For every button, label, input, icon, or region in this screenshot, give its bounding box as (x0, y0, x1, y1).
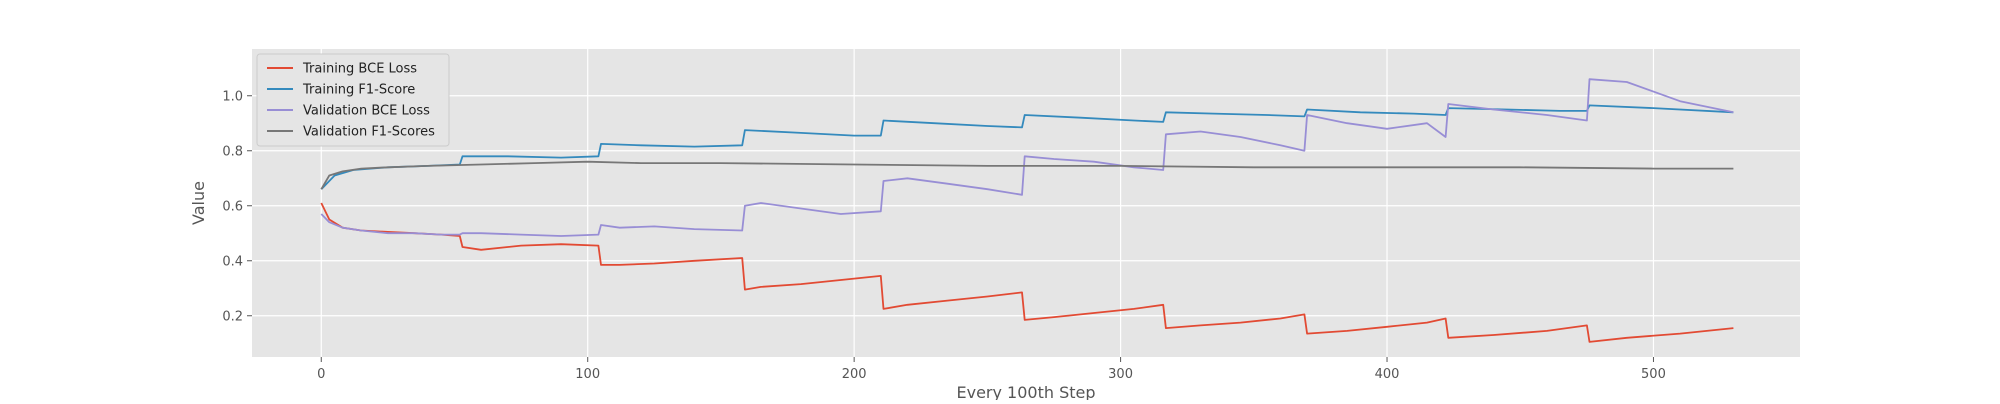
y-tick-label: 0.8 (222, 144, 243, 159)
series-line-validation-f1-scores (320, 160, 1734, 190)
y-tick-label: 0.2 (222, 309, 243, 324)
series-line-validation-bce-loss (320, 78, 1734, 237)
x-tick-label: 500 (1641, 367, 1666, 382)
legend-label: Validation BCE Loss (303, 104, 430, 119)
series-line-training-f1-score (320, 104, 1734, 190)
x-tick-label: 0 (317, 367, 325, 382)
x-axis-label: Every 100th Step (956, 383, 1095, 400)
plot-area (252, 49, 1800, 357)
series-lines (320, 78, 1734, 343)
x-tick-label: 200 (842, 367, 867, 382)
y-axis-ticks: 0.2 0.4 0.6 0.8 1.0 (222, 89, 252, 324)
y-tick-label: 1.0 (222, 89, 243, 104)
y-tick-label: 0.4 (222, 254, 243, 269)
gridlines (252, 49, 1800, 357)
legend-label: Training BCE Loss (302, 62, 417, 77)
x-tick-label: 400 (1375, 367, 1400, 382)
legend-label: Validation F1-Scores (303, 125, 435, 140)
y-axis-label: Value (189, 181, 208, 225)
x-tick-label: 300 (1108, 367, 1133, 382)
x-tick-label: 100 (575, 367, 600, 382)
x-axis-ticks: 0 100 200 300 400 500 (317, 357, 1666, 382)
y-tick-label: 0.6 (222, 199, 243, 214)
legend: Training BCE Loss Training F1-Score Valida… (256, 53, 450, 147)
legend-box (256, 53, 450, 147)
legend-label: Training F1-Score (302, 83, 415, 98)
series-line-training-bce-loss (320, 202, 1734, 343)
